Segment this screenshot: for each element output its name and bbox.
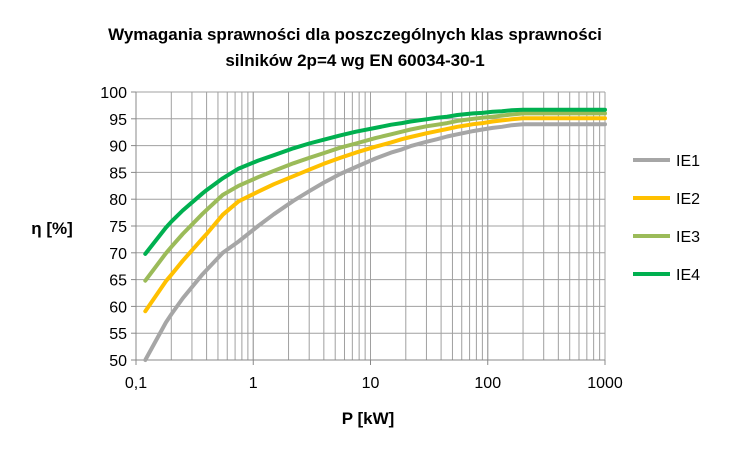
y-tick-label: 80: [109, 192, 127, 209]
y-tick-label: 90: [109, 139, 127, 156]
grid: [131, 91, 606, 365]
chart-subtitle: silników 2p=4 wg EN 60034-30-1: [225, 51, 484, 70]
legend-label-ie1: IE1: [676, 153, 700, 170]
series-line-ie1: [143, 122, 607, 362]
y-tick-label: 70: [109, 246, 127, 263]
y-tick-label: 50: [109, 353, 127, 370]
series-line-ie3: [143, 111, 607, 283]
chart-title: Wymagania sprawności dla poszczególnych …: [108, 25, 602, 44]
y-tick-label: 100: [100, 85, 127, 102]
legend-label-ie4: IE4: [676, 267, 700, 284]
y-axis-label: η [%]: [31, 219, 73, 238]
y-axis-ticks: 50 55 60 65 70 75 80 85 90 95 100: [100, 85, 127, 370]
x-tick-label: 1: [249, 375, 258, 392]
series-line-ie4: [143, 107, 607, 256]
x-axis-ticks: 0,1 1 10 100 1000: [125, 375, 623, 392]
y-tick-label: 65: [109, 273, 127, 290]
x-tick-label: 0,1: [125, 375, 147, 392]
legend-label-ie2: IE2: [676, 191, 700, 208]
x-axis-label: P [kW]: [342, 409, 395, 428]
x-tick-label: 10: [362, 375, 380, 392]
x-tick-label: 100: [474, 375, 501, 392]
y-tick-label: 55: [109, 326, 127, 343]
y-tick-label: 95: [109, 112, 127, 129]
x-tick-label: 1000: [587, 375, 623, 392]
series-lines: [143, 107, 607, 362]
y-tick-label: 75: [109, 219, 127, 236]
legend-label-ie3: IE3: [676, 229, 700, 246]
y-tick-label: 85: [109, 165, 127, 182]
y-tick-label: 60: [109, 299, 127, 316]
legend: IE1 IE2 IE3 IE4: [633, 153, 700, 284]
series-line-ie2: [143, 116, 607, 314]
